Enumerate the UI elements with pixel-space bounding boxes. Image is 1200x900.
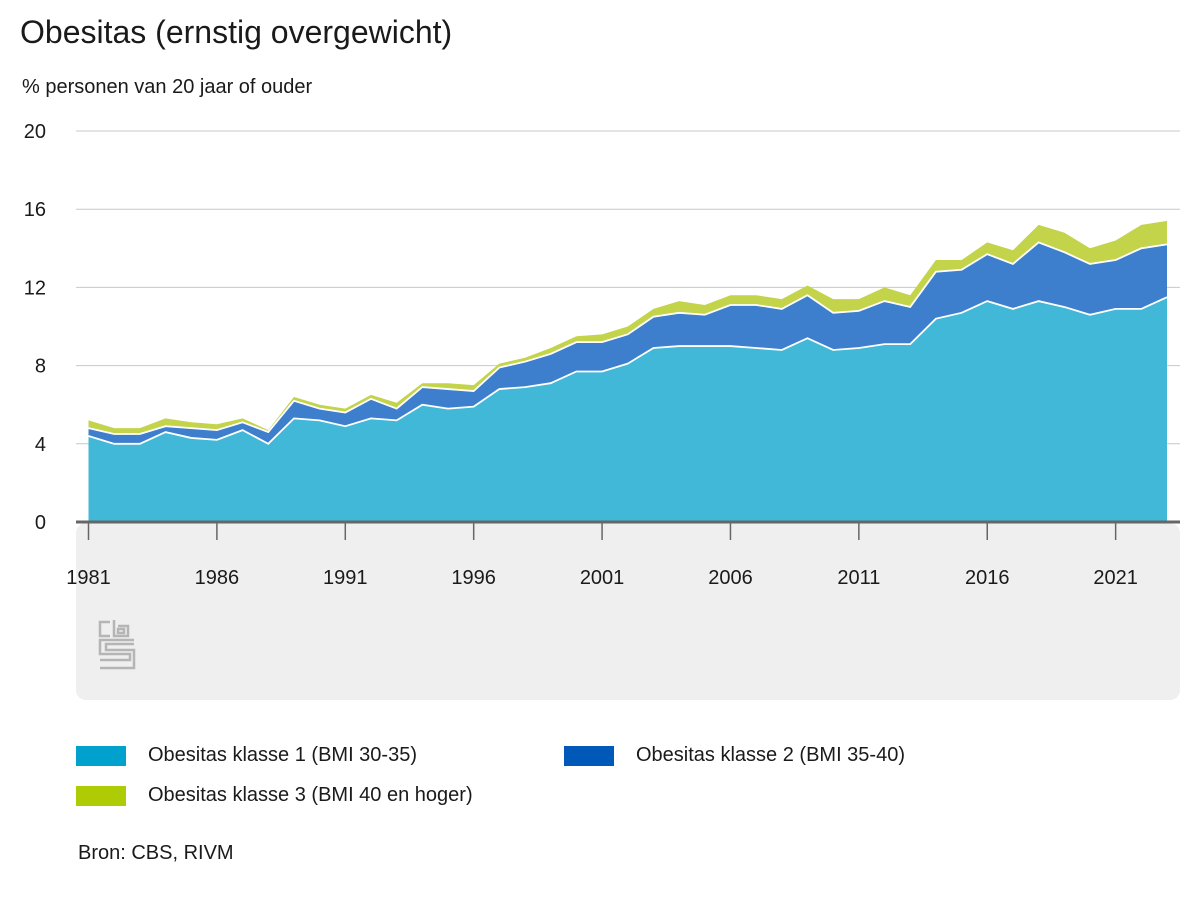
area-series-2: [88, 242, 1167, 444]
y-tick-label: 16: [24, 199, 46, 221]
y-tick-label: 12: [24, 277, 46, 299]
x-axis: 1981 1986 1991 1996 2001 2006 2011 2016 2021: [66, 520, 1180, 589]
y-tick-label: 20: [24, 121, 46, 143]
x-tick-label: 2021: [1093, 567, 1138, 589]
x-tick-label: 2001: [580, 567, 625, 589]
x-tick-label: 1991: [323, 567, 368, 589]
x-tick-label: 1986: [195, 567, 240, 589]
x-tick-label: 2011: [837, 567, 880, 589]
y-axis: 0 4 8 12 16 20: [24, 121, 46, 534]
legend-item-class3: Obesitas klasse 3 (BMI 40 en hoger): [76, 784, 473, 807]
x-tick-label: 1996: [451, 567, 496, 589]
x-tick-label: 1981: [66, 567, 111, 589]
x-tick-label: 2016: [965, 567, 1010, 589]
legend-label-class3: Obesitas klasse 3 (BMI 40 en hoger): [148, 784, 473, 806]
y-tick-label: 4: [35, 434, 46, 456]
y-tick-label: 8: [35, 356, 46, 378]
series-boundary-line: [88, 296, 1168, 445]
area-series-3: [88, 220, 1167, 435]
area-chart: 0 4 8 12 16 20 1981 1986 1991 1996 2001 2006 2011 20…: [24, 121, 1180, 700]
legend-swatch-class1: [76, 745, 126, 766]
legend-item-class1: Obesitas klasse 1 (BMI 30-35): [76, 744, 417, 767]
legend-item-class2: Obesitas klasse 2 (BMI 35-40): [564, 744, 905, 767]
legend-swatch-class3: [76, 785, 126, 806]
series-boundary-line: [88, 241, 1168, 435]
cbs-logo: [98, 620, 136, 670]
area-series-1: [88, 297, 1167, 522]
legend-label-class2: Obesitas klasse 2 (BMI 35-40): [636, 744, 905, 766]
source-note: Bron: CBS, RIVM: [78, 842, 234, 864]
x-tick-label: 2006: [708, 567, 753, 589]
plot-footer-background: [76, 523, 1180, 700]
y-tick-label: 0: [35, 512, 46, 534]
legend-swatch-class2: [564, 745, 614, 766]
chart-subtitle: % personen van 20 jaar of ouder: [22, 76, 313, 98]
chart-title: Obesitas (ernstig overgewicht): [20, 14, 453, 50]
area-series: [88, 220, 1168, 522]
legend-label-class1: Obesitas klasse 1 (BMI 30-35): [148, 744, 417, 766]
